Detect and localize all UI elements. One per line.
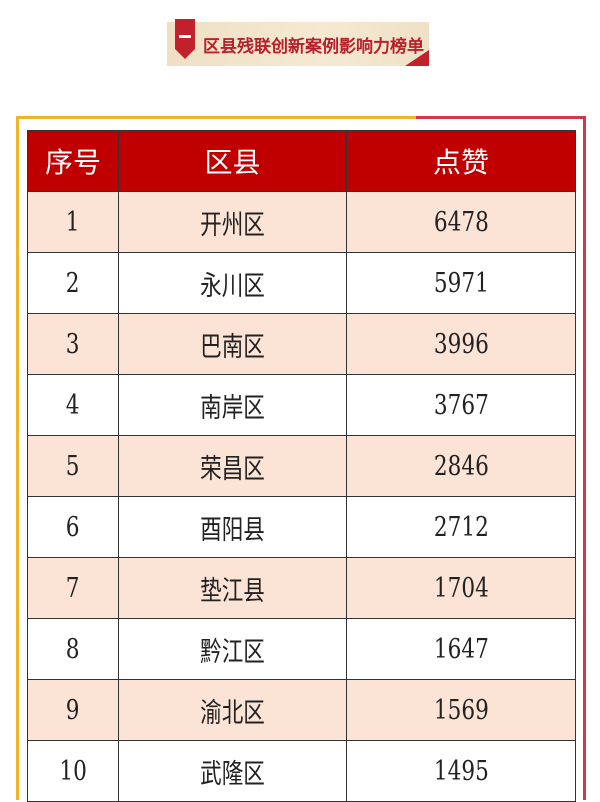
district-cell-text: 荣昌区 [200,453,265,485]
likes-cell-text: 3767 [433,389,489,421]
table-row: 9 渝北区 1569 [27,679,576,741]
rank-cell: 4 [27,374,119,436]
district-cell: 武隆区 [118,740,347,802]
likes-cell: 3996 [346,313,576,375]
district-cell: 南岸区 [118,374,347,436]
rank-cell: 9 [27,679,119,741]
rank-cell-text: 3 [66,328,80,360]
rank-cell-text: 7 [66,572,80,604]
likes-cell-text: 2846 [433,450,489,482]
table-row: 3 巴南区 3996 [27,313,576,375]
column-header-rank: 序号 [27,130,119,192]
column-header-district: 区县 [118,130,347,192]
corner-decoration [405,50,429,66]
table-row: 2 永川区 5971 [27,252,576,314]
likes-cell: 3767 [346,374,576,436]
rank-cell: 10 [27,740,119,802]
rank-cell-text: 6 [66,511,80,543]
likes-cell: 1647 [346,618,576,680]
rank-cell: 1 [27,191,119,253]
rank-cell-text: 9 [66,694,80,726]
district-cell: 荣昌区 [118,435,347,497]
table-row: 8 黔江区 1647 [27,618,576,680]
district-cell: 巴南区 [118,313,347,375]
likes-cell: 5971 [346,252,576,314]
rank-cell-text: 10 [59,755,87,787]
table-row: 7 垫江县 1704 [27,557,576,619]
frame-border [583,116,586,800]
district-cell: 酉阳县 [118,496,347,558]
likes-cell-text: 1495 [433,755,489,787]
district-cell-text: 渝北区 [200,697,265,729]
table-row: 1 开州区 6478 [27,191,576,253]
rank-cell-text: 8 [66,633,80,665]
district-cell-text: 巴南区 [200,331,265,363]
likes-cell-text: 1704 [433,572,489,604]
rank-cell: 3 [27,313,119,375]
likes-cell-text: 2712 [433,511,489,543]
likes-cell: 6478 [346,191,576,253]
likes-cell-text: 6478 [433,206,489,238]
rank-cell: 7 [27,557,119,619]
table-row: 10 武隆区 1495 [27,740,576,802]
frame-border [16,116,416,119]
table-header-row: 序号 区县 点赞 [27,130,576,192]
district-cell: 垫江县 [118,557,347,619]
rank-cell-text: 1 [66,206,80,238]
district-cell-text: 南岸区 [200,392,265,424]
district-cell: 渝北区 [118,679,347,741]
rank-cell: 5 [27,435,119,497]
likes-cell: 1569 [346,679,576,741]
rank-cell-text: 2 [66,267,80,299]
ranking-table: 序号 区县 点赞 1 开州区 6478 2 永川区 5971 3 巴南区 3996 4 南岸区 376… [27,130,576,802]
district-cell: 永川区 [118,252,347,314]
district-cell-text: 武隆区 [200,758,265,790]
district-cell-text: 黔江区 [200,636,265,668]
column-header-likes: 点赞 [346,130,576,192]
likes-cell-text: 5971 [433,267,489,299]
rank-cell: 8 [27,618,119,680]
rank-cell-text: 4 [66,389,80,421]
likes-cell: 1495 [346,740,576,802]
frame-border [16,116,19,800]
rank-cell-text: 5 [66,450,80,482]
likes-cell: 2846 [346,435,576,497]
table-row: 6 酉阳县 2712 [27,496,576,558]
district-cell-text: 永川区 [200,270,265,302]
likes-cell: 1704 [346,557,576,619]
district-cell-text: 开州区 [200,209,265,241]
likes-cell: 2712 [346,496,576,558]
likes-cell-text: 1647 [433,633,489,665]
title-banner: 区县残联创新案例影响力榜单 [167,19,429,66]
banner-title: 区县残联创新案例影响力榜单 [203,37,424,57]
rank-cell: 2 [27,252,119,314]
frame-border [416,116,586,119]
district-cell-text: 垫江县 [200,575,265,607]
table-row: 5 荣昌区 2846 [27,435,576,497]
likes-cell-text: 3996 [433,328,489,360]
table-row: 4 南岸区 3767 [27,374,576,436]
rank-cell: 6 [27,496,119,558]
district-cell: 开州区 [118,191,347,253]
ribbon-icon [175,19,195,59]
district-cell: 黔江区 [118,618,347,680]
district-cell-text: 酉阳县 [200,514,265,546]
likes-cell-text: 1569 [433,694,489,726]
